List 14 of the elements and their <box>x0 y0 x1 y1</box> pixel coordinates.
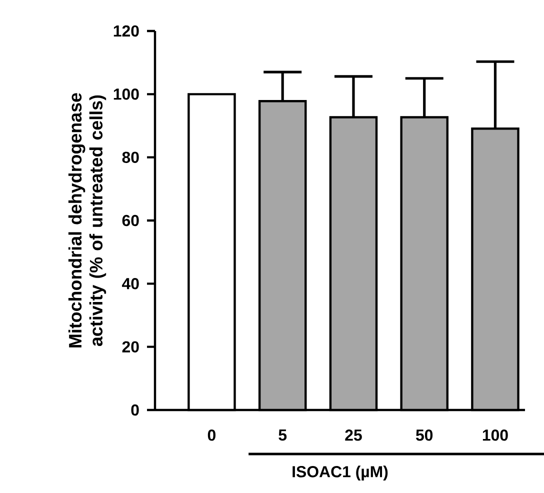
y-tick-label: 0 <box>131 404 139 416</box>
x-tick-label: 100 <box>482 430 508 441</box>
x-tick-label: 0 <box>208 430 216 441</box>
y-tick-label: 80 <box>122 152 139 163</box>
x-tick-label: 5 <box>278 430 287 441</box>
x-tick-label: 50 <box>416 430 433 441</box>
y-tick-label: 100 <box>114 88 139 100</box>
y-axis-title: Mitochondrial dehydrogenase activity (% of untreated cells) <box>68 93 106 348</box>
x-tick-label: 25 <box>345 430 362 441</box>
y-tick-label: 60 <box>122 214 139 226</box>
x-axis-title: ISOAC1 (µM) <box>292 466 388 480</box>
y-tick-label: 120 <box>114 25 139 37</box>
y-tick-label: 40 <box>122 278 139 290</box>
y-tick-label: 20 <box>122 341 139 352</box>
